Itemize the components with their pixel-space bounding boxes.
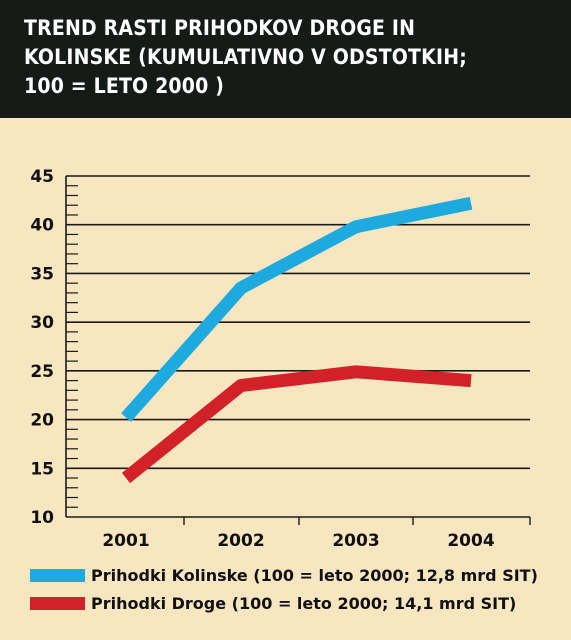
chart-series bbox=[121, 196, 473, 484]
y-tick-label-30: 30 bbox=[30, 313, 54, 333]
series-line-kolinska bbox=[121, 196, 473, 422]
y-tick-label-40: 40 bbox=[30, 216, 54, 236]
legend-label-droga: Prihodki Droge (100 = leto 2000; 14,1 mr… bbox=[91, 594, 516, 613]
y-tick-label-45: 45 bbox=[30, 167, 54, 187]
y-tick-label-25: 25 bbox=[30, 362, 54, 382]
y-axis: 10 15 20 25 30 35 40 45 bbox=[30, 167, 531, 528]
x-axis-labels: 2001 2002 2003 2004 bbox=[102, 531, 494, 551]
y-tick-label-10: 10 bbox=[30, 508, 54, 528]
x-tick-label-2003: 2003 bbox=[332, 531, 379, 551]
y-tick-label-35: 35 bbox=[30, 264, 54, 284]
y-tick-label-15: 15 bbox=[30, 459, 54, 479]
y-tick-label-20: 20 bbox=[30, 411, 54, 431]
x-tick-label-2002: 2002 bbox=[217, 531, 264, 551]
legend-swatch-kolinska bbox=[30, 569, 85, 582]
chart-header: TREND RASTI PRIHODKOV DROGE IN KOLINSKE … bbox=[0, 0, 571, 118]
x-tick-label-2004: 2004 bbox=[447, 531, 494, 551]
chart-legend: Prihodki Kolinske (100 = leto 2000; 12,8… bbox=[30, 566, 538, 613]
legend-label-kolinska: Prihodki Kolinske (100 = leto 2000; 12,8… bbox=[91, 566, 538, 585]
chart-title: TREND RASTI PRIHODKOV DROGE IN KOLINSKE … bbox=[24, 16, 467, 98]
legend-swatch-droga bbox=[30, 597, 85, 610]
x-tick-label-2001: 2001 bbox=[102, 531, 149, 551]
series-line-droga bbox=[121, 365, 472, 484]
